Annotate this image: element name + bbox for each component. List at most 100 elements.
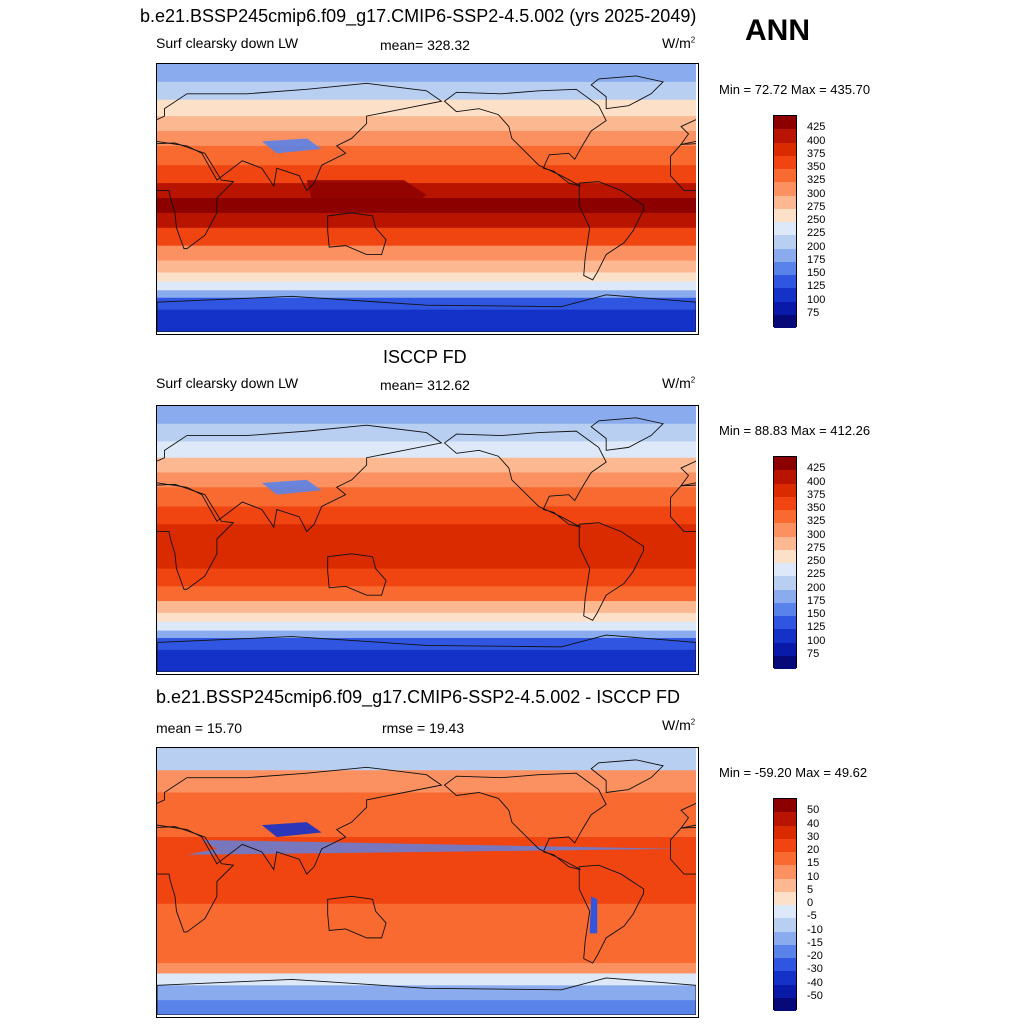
panel-rmse-label: rmse = 19.43 — [382, 720, 465, 736]
colorbar-swatch — [774, 642, 796, 656]
tibet-feature — [261, 138, 322, 154]
figure-title: b.e21.BSSP245cmip6.f09_g17.CMIP6-SSP2-4.… — [140, 6, 697, 26]
colorbar-tick-label: 15 — [807, 857, 820, 870]
panel-units: W/m2 — [662, 717, 696, 733]
colorbar-tick-label: 40 — [807, 817, 820, 830]
colorbar-tick-label: 400 — [807, 475, 826, 488]
colorbar-swatch — [774, 222, 796, 236]
colorbar-swatch — [774, 825, 796, 839]
field-band — [157, 441, 696, 459]
field-band — [157, 506, 696, 525]
panel-mean-label: mean= 328.32 — [380, 37, 470, 53]
colorbar-swatch — [774, 629, 796, 643]
colorbar-tick-label: 175 — [807, 594, 826, 607]
colorbar-swatch — [774, 301, 796, 315]
colorbar-tick-label: 125 — [807, 621, 826, 634]
panel-variable-label: Surf clearsky down LW — [156, 35, 299, 51]
colorbar-tick-label: 250 — [807, 214, 826, 226]
colorbar-tick-label: 125 — [807, 280, 826, 293]
colorbar-swatch — [774, 984, 796, 998]
field-band — [157, 99, 696, 117]
colorbar-tick-label: 275 — [807, 541, 826, 554]
field-band — [157, 145, 696, 166]
field-band — [157, 183, 696, 199]
colorbar-swatch — [774, 891, 796, 905]
colorbar-tick-label: 425 — [807, 121, 826, 134]
difference-map — [156, 747, 699, 1018]
model-map — [156, 63, 699, 335]
field-bands — [157, 748, 696, 1015]
colorbar-tick-label: 10 — [807, 870, 820, 883]
colorbar-swatch — [774, 563, 796, 577]
panel-variable-label: Surf clearsky down LW — [156, 375, 299, 391]
colorbar-swatch — [774, 169, 796, 183]
tibet-feature — [261, 479, 322, 495]
field-band — [157, 487, 696, 508]
map-canvas — [157, 748, 696, 1015]
colorbar-tick-label: -10 — [807, 923, 823, 936]
field-band — [157, 198, 696, 214]
field-band — [157, 406, 696, 425]
colorbar-swatch — [774, 248, 796, 262]
field-band — [157, 539, 696, 555]
colorbar-swatch — [774, 852, 796, 866]
colorbar-swatch — [774, 288, 796, 302]
field-band — [157, 638, 696, 651]
field-band — [157, 881, 696, 905]
colorbar-tick-label: -40 — [807, 976, 823, 989]
field-band — [157, 131, 696, 147]
coastline-africa — [157, 826, 235, 933]
colorbar-bar — [773, 115, 797, 328]
coastline-south-america — [578, 522, 645, 621]
field-band — [157, 963, 696, 975]
colorbar-swatch — [774, 576, 796, 590]
field-band — [157, 165, 696, 184]
colorbar-tick-label: 375 — [807, 147, 826, 160]
colorbar-swatch — [774, 235, 796, 249]
colorbar-swatch — [774, 129, 796, 143]
field-band — [157, 973, 696, 986]
colorbar-tick-label: 300 — [807, 528, 826, 541]
panel-mean-label: mean= 312.62 — [380, 377, 470, 393]
colorbar-swatch — [774, 536, 796, 550]
field-bands — [157, 64, 696, 332]
coastline-europe-asia — [157, 766, 443, 875]
colorbar-tick-label: 275 — [807, 200, 826, 213]
colorbar-swatch — [774, 261, 796, 275]
colorbar-tick-label: 400 — [807, 134, 826, 147]
coastline-south-america — [578, 181, 645, 281]
colorbar-tick-label: -30 — [807, 963, 823, 976]
coastline-africa — [157, 483, 235, 590]
colorbar-tick-label: 150 — [807, 608, 826, 620]
colorbar-tick-label: 225 — [807, 568, 826, 581]
coastlines — [157, 75, 696, 332]
colorbar-swatch — [774, 510, 796, 524]
field-band — [157, 792, 696, 816]
colorbar-swatch — [774, 918, 796, 932]
colorbar-swatch — [774, 799, 796, 813]
colorbar-bar — [773, 456, 797, 669]
colorbar-swatch — [774, 470, 796, 484]
colorbar-tick-label: 50 — [807, 804, 820, 817]
colorbar-bar — [773, 798, 797, 1011]
field-band — [157, 612, 696, 623]
field-band — [157, 814, 696, 838]
colorbar-swatch — [774, 838, 796, 852]
field-band — [157, 64, 696, 83]
colorbar-swatch — [774, 208, 796, 222]
panel-mean-label: mean = 15.70 — [156, 720, 243, 736]
panel-units: W/m2 — [662, 375, 696, 391]
map-canvas — [157, 64, 696, 332]
coastlines — [157, 417, 696, 672]
colorbar-tick-label: 100 — [807, 634, 826, 647]
field-band — [157, 1000, 696, 1015]
colorbar-swatch — [774, 616, 796, 630]
coastlines — [157, 759, 696, 1015]
colorbar-swatch — [774, 865, 796, 879]
map-canvas — [157, 406, 696, 672]
field-band — [157, 621, 696, 632]
colorbar-tick-label: 225 — [807, 227, 826, 240]
field-band — [157, 601, 696, 614]
colorbar-tick-label: 5 — [807, 883, 814, 896]
colorbar-swatch — [774, 142, 796, 156]
